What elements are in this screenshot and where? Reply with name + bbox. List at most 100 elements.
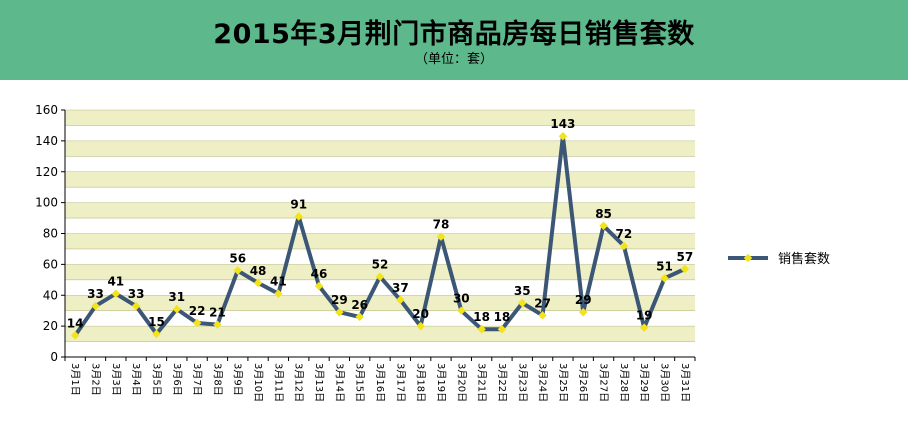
data-label: 35 bbox=[514, 284, 531, 298]
grid-band bbox=[65, 264, 695, 280]
data-point bbox=[558, 132, 568, 141]
data-point bbox=[152, 329, 161, 339]
data-point bbox=[314, 281, 324, 291]
x-tick-label: 3月16日 bbox=[374, 363, 386, 402]
data-label: 33 bbox=[87, 287, 104, 301]
y-tick-label: 100 bbox=[35, 196, 58, 210]
data-label: 33 bbox=[128, 287, 145, 301]
data-label: 143 bbox=[550, 117, 575, 131]
data-point bbox=[91, 301, 100, 311]
data-point bbox=[375, 272, 385, 281]
x-tick-label: 3月8日 bbox=[211, 363, 223, 396]
x-tick-label: 3月18日 bbox=[415, 363, 427, 402]
data-point bbox=[639, 323, 649, 332]
x-tick-label: 3月25日 bbox=[557, 363, 569, 402]
grid-band bbox=[65, 110, 695, 126]
data-label: 20 bbox=[412, 307, 429, 321]
data-label: 31 bbox=[168, 290, 185, 304]
data-point bbox=[111, 289, 121, 298]
grid-band bbox=[65, 295, 695, 311]
data-label: 22 bbox=[189, 304, 206, 318]
data-label: 91 bbox=[290, 198, 307, 212]
x-tick-label: 3月9日 bbox=[232, 363, 244, 396]
y-tick-label: 20 bbox=[43, 319, 58, 333]
grid-band bbox=[65, 171, 695, 188]
data-label: 18 bbox=[473, 310, 490, 324]
data-point bbox=[497, 324, 507, 334]
data-point bbox=[213, 320, 222, 329]
x-tick-label: 3月29日 bbox=[638, 363, 650, 402]
data-point bbox=[294, 212, 303, 221]
x-tick-label: 3月31日 bbox=[679, 363, 691, 402]
grid-bands bbox=[65, 110, 695, 342]
data-label: 41 bbox=[270, 275, 287, 289]
data-label: 56 bbox=[229, 252, 246, 266]
x-tick-label: 3月27日 bbox=[598, 363, 610, 402]
x-tick-label: 3月28日 bbox=[618, 363, 630, 402]
data-label: 30 bbox=[453, 292, 470, 306]
x-tick-label: 3月10日 bbox=[252, 363, 264, 402]
header-banner: 2015年3月荆门市商品房每日销售套数 （单位：套） bbox=[0, 0, 908, 80]
y-tick-label: 60 bbox=[43, 257, 58, 271]
grid-band bbox=[65, 233, 695, 249]
data-label: 46 bbox=[311, 267, 328, 281]
data-point bbox=[457, 306, 466, 315]
x-tick-label: 3月22日 bbox=[496, 363, 508, 402]
data-point bbox=[192, 318, 202, 328]
data-label: 19 bbox=[636, 309, 653, 323]
data-label: 85 bbox=[595, 207, 612, 221]
data-label: 29 bbox=[575, 293, 592, 307]
x-tick-label: 3月7日 bbox=[191, 363, 203, 396]
grid-band bbox=[65, 202, 695, 219]
data-label: 14 bbox=[67, 316, 84, 330]
x-tick-label: 3月4日 bbox=[130, 363, 142, 396]
grid-band bbox=[65, 326, 695, 342]
x-axis: 3月1日 3月2日 3月3日 3月4日 3月5日 3月6日 3月7日 3月8日 3月9日 3月10… bbox=[64, 356, 696, 402]
data-point bbox=[660, 274, 669, 283]
legend-label: 销售套数 bbox=[778, 251, 830, 267]
data-label: 18 bbox=[494, 310, 511, 324]
data-point bbox=[355, 312, 364, 322]
data-point bbox=[436, 232, 446, 241]
data-point bbox=[416, 321, 425, 331]
y-tick-label: 140 bbox=[35, 134, 58, 148]
x-tick-label: 3月23日 bbox=[516, 363, 528, 402]
data-points bbox=[70, 132, 690, 340]
data-label: 15 bbox=[148, 315, 165, 329]
y-axis: 0 20 40 60 80 100 120 140 160 bbox=[35, 103, 66, 364]
chart-title: 2015年3月荆门市商品房每日销售套数 bbox=[213, 19, 695, 50]
x-tick-label: 3月6日 bbox=[171, 363, 183, 396]
data-point bbox=[335, 307, 344, 317]
x-tick-label: 3月19日 bbox=[435, 363, 447, 402]
data-label: 27 bbox=[534, 296, 551, 310]
x-tick-label: 3月5日 bbox=[150, 363, 162, 396]
x-tick-label: 3月26日 bbox=[577, 363, 589, 402]
x-tick-label: 3月30日 bbox=[659, 363, 671, 402]
data-point bbox=[578, 307, 588, 317]
y-tick-label: 80 bbox=[43, 227, 58, 241]
data-label: 51 bbox=[656, 259, 673, 273]
data-label: 72 bbox=[616, 227, 633, 241]
x-tick-label: 3月3日 bbox=[110, 363, 122, 396]
legend-marker bbox=[743, 253, 753, 263]
data-point bbox=[172, 304, 182, 314]
data-point bbox=[70, 331, 80, 340]
data-point bbox=[680, 264, 690, 274]
y-tick-label: 0 bbox=[50, 350, 58, 364]
data-point bbox=[253, 278, 263, 288]
legend: 销售套数 bbox=[728, 251, 830, 267]
x-tick-label: 3月1日 bbox=[69, 363, 81, 396]
x-tick-label: 3月12日 bbox=[293, 363, 305, 402]
x-tick-label: 3月11日 bbox=[272, 363, 284, 402]
x-tick-label: 3月2日 bbox=[89, 363, 101, 396]
data-label: 37 bbox=[392, 281, 409, 295]
data-point bbox=[538, 311, 547, 320]
data-label: 57 bbox=[676, 250, 693, 264]
x-tick-label: 3月24日 bbox=[537, 363, 549, 402]
y-tick-label: 120 bbox=[35, 165, 58, 179]
data-point bbox=[518, 298, 527, 308]
x-tick-label: 3月21日 bbox=[476, 363, 488, 402]
chart-subtitle: （单位：套） bbox=[414, 52, 493, 67]
